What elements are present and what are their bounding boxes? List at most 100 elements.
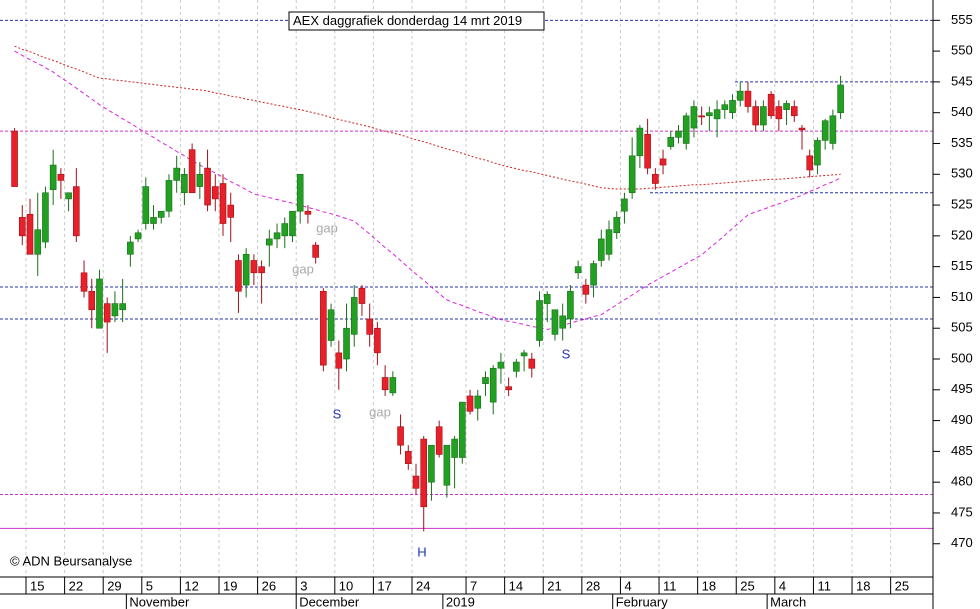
- month-label: December: [299, 594, 360, 609]
- x-tick-label: 4: [779, 578, 786, 593]
- candle-body: [821, 120, 829, 141]
- copyright: © ADN Beursanalyse: [10, 553, 132, 568]
- candle-body: [706, 112, 713, 117]
- y-tick-label: 480: [951, 474, 973, 489]
- annotation: gap: [369, 404, 391, 419]
- candle-body: [814, 140, 821, 166]
- candle-body: [327, 309, 335, 341]
- candle-body: [628, 155, 636, 194]
- grid-layer: [25, 0, 892, 577]
- candle-body: [736, 90, 744, 101]
- annotation: S: [562, 346, 571, 361]
- candle-body: [489, 367, 497, 403]
- candle-body: [582, 284, 590, 295]
- candle-body: [381, 377, 389, 391]
- x-tick-label: 12: [184, 578, 198, 593]
- y-tick-label: 530: [951, 166, 973, 181]
- x-tick-label: 14: [509, 578, 523, 593]
- candle-body: [242, 254, 250, 286]
- y-tick-label: 520: [951, 227, 973, 242]
- candle-body: [682, 115, 690, 144]
- x-tick-label: 7: [470, 578, 477, 593]
- candle-body: [451, 438, 458, 458]
- candle-body: [404, 451, 412, 464]
- candle-body: [729, 100, 736, 113]
- x-tick-label: 18: [856, 578, 870, 593]
- candle-body: [482, 377, 489, 384]
- candle-body: [350, 297, 358, 335]
- candle-body: [435, 426, 443, 455]
- moving-average: [14, 45, 841, 190]
- y-tick-label: 540: [951, 104, 973, 119]
- candle-body: [567, 290, 574, 320]
- y-tick-label: 495: [951, 381, 973, 396]
- candle-body: [312, 244, 319, 258]
- candle-body: [127, 241, 134, 255]
- x-tick-label: 25: [895, 578, 909, 593]
- chart-title: AEX daggrafiek donderdag 14 mrt 2019: [293, 13, 522, 28]
- candle-body: [134, 232, 142, 240]
- candle-body: [597, 238, 605, 261]
- candle-body: [73, 186, 80, 237]
- candle-body: [49, 164, 57, 190]
- x-tick-label: 10: [339, 578, 353, 593]
- candle-body: [250, 260, 258, 274]
- candle-body: [497, 361, 505, 369]
- candle-body: [88, 290, 96, 311]
- candle-body: [636, 127, 644, 157]
- annotation: gap: [292, 261, 314, 276]
- month-label: March: [770, 594, 806, 609]
- candle-body: [196, 173, 204, 187]
- candle-body: [605, 229, 613, 255]
- candle-body: [397, 426, 404, 446]
- candle-body: [574, 266, 582, 274]
- month-label: November: [129, 594, 190, 609]
- y-tick-label: 490: [951, 412, 973, 427]
- candle-body: [698, 115, 705, 118]
- candle-body: [18, 217, 26, 237]
- x-tick-label: 19: [223, 578, 237, 593]
- candle-body: [119, 303, 126, 311]
- candle-body: [227, 204, 235, 218]
- candle-body: [675, 130, 682, 138]
- candle-body: [150, 217, 157, 224]
- candle-body: [412, 475, 420, 489]
- candle-body: [366, 318, 373, 335]
- y-tick-label: 545: [951, 73, 973, 88]
- x-tick-label: 4: [624, 578, 631, 593]
- y-tick-label: 515: [951, 258, 973, 273]
- x-tick-label: 11: [817, 578, 831, 593]
- candle-body: [389, 377, 397, 394]
- y-tick-label: 535: [951, 135, 973, 150]
- y-tick-label: 555: [951, 12, 973, 27]
- candle-body: [798, 127, 806, 131]
- candle-body: [103, 303, 111, 323]
- y-tick-label: 525: [951, 196, 973, 211]
- y-tick-label: 475: [951, 504, 973, 519]
- candle-body: [590, 263, 597, 286]
- candle-body: [775, 106, 783, 120]
- candle-body: [96, 278, 103, 329]
- x-tick-label: 25: [740, 578, 754, 593]
- candle-body: [80, 272, 88, 292]
- y-tick-label: 510: [951, 289, 973, 304]
- candle-body: [713, 109, 721, 120]
- candle-body: [466, 395, 474, 412]
- candle-body: [165, 180, 173, 212]
- candle-body: [443, 444, 451, 486]
- candle-body: [343, 327, 350, 360]
- candle-body: [783, 103, 790, 110]
- y-tick-label: 470: [951, 535, 973, 550]
- candle-body: [420, 438, 428, 508]
- x-tick-label: 22: [69, 578, 83, 593]
- candle-body: [752, 106, 759, 126]
- candle-body: [111, 303, 119, 317]
- candle-body: [536, 300, 543, 341]
- month-label: 2019: [446, 594, 475, 609]
- candle-layer: [11, 75, 844, 532]
- candle-body: [613, 217, 621, 234]
- candle-body: [258, 266, 265, 274]
- y-tick-label: 550: [951, 43, 973, 58]
